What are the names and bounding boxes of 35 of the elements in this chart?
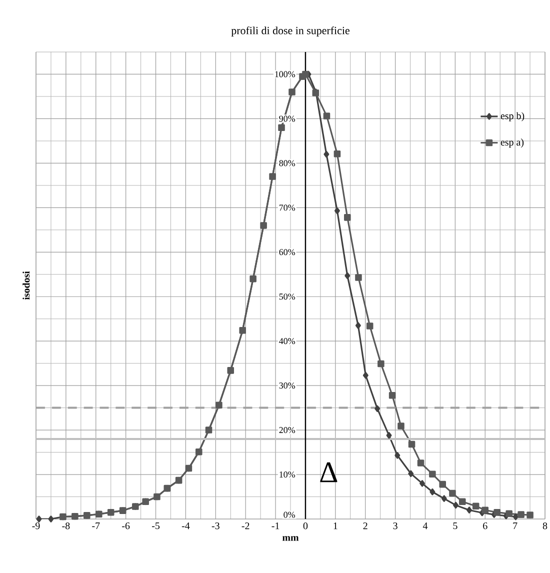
x-tick-label: 5 — [453, 522, 458, 530]
x-axis-title: mm — [282, 536, 299, 541]
y-tick-label: 30% — [279, 382, 296, 389]
y-tick-label: 10% — [280, 471, 296, 478]
y-tick-label: 90% — [279, 116, 296, 122]
x-tick-label: -7 — [92, 522, 100, 530]
y-tick-label: 0% — [284, 512, 296, 518]
y-tick-label: 80% — [279, 160, 296, 166]
x-tick-label: -2 — [242, 522, 250, 530]
y-tick-label: 60% — [279, 249, 296, 256]
x-tick-label: 2 — [363, 522, 368, 530]
y-axis-title: isodosi — [22, 271, 30, 300]
annotation: Δ — [320, 462, 338, 482]
x-tick-label: 1 — [334, 522, 338, 530]
x-tick-label: -5 — [152, 522, 160, 530]
y-tick-label: 100% — [275, 71, 296, 78]
x-tick-label: 7 — [513, 522, 518, 530]
x-tick-label: 6 — [483, 522, 488, 530]
x-tick-label: -8 — [62, 522, 70, 530]
x-tick-label: -9 — [32, 522, 40, 530]
x-tick-label: 4 — [422, 522, 428, 530]
x-tick-label: 3 — [393, 522, 398, 530]
x-tick-label: -1 — [272, 522, 280, 530]
legend-label: esp a) — [500, 138, 524, 148]
x-tick-label: -4 — [182, 522, 190, 530]
y-tick-label: 20% — [279, 427, 296, 434]
legend-label: esp b) — [500, 112, 524, 122]
x-tick-label: 8 — [542, 522, 548, 530]
y-tick-label: 70% — [279, 204, 296, 211]
x-tick-label: -3 — [212, 522, 220, 530]
chart-title: profili di dose in superficie — [231, 26, 350, 37]
y-tick-label: 50% — [279, 294, 296, 300]
y-tick-label: 40% — [279, 338, 296, 344]
x-tick-label: -6 — [122, 522, 130, 530]
x-tick-label: 0 — [303, 522, 308, 530]
